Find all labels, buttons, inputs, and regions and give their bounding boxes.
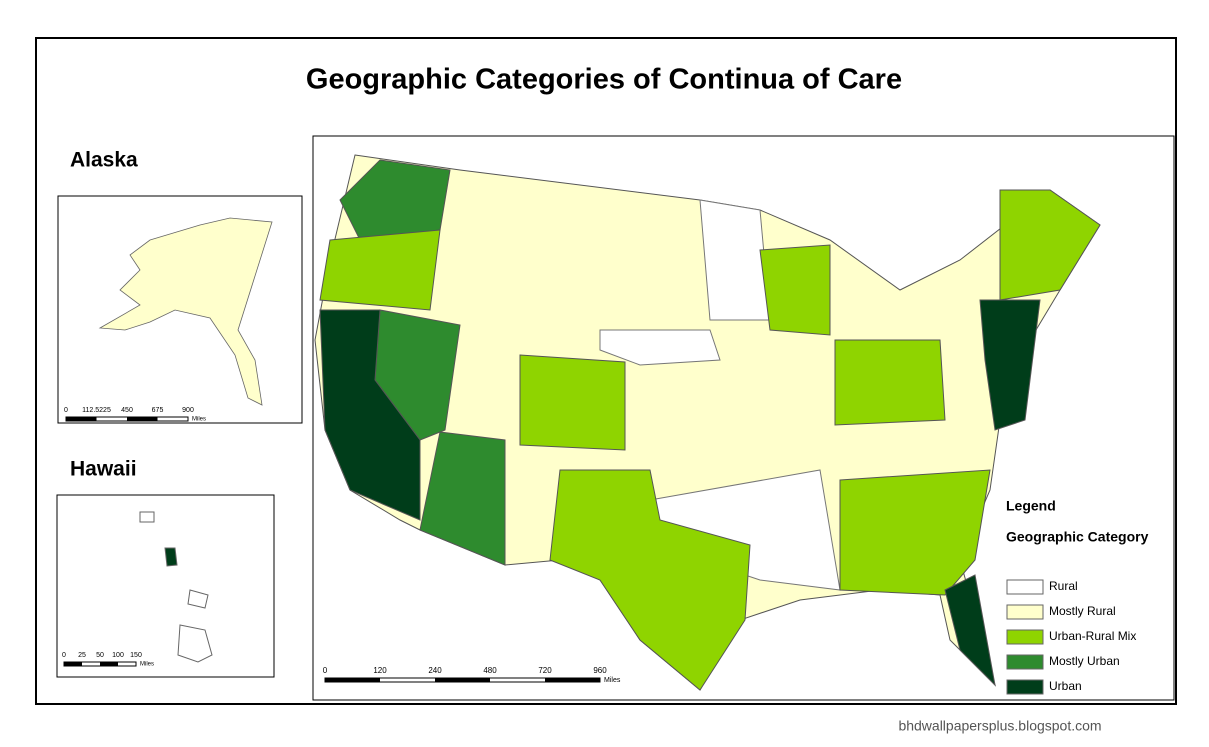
watermark: bhdwallpapersplus.blogspot.com (898, 718, 1101, 734)
map-title: Geographic Categories of Continua of Car… (306, 64, 902, 96)
scale-label: 25 (78, 652, 86, 659)
scale-label: 0 (323, 666, 328, 675)
scale-label: 900 (182, 407, 194, 414)
hawaii-island (177, 624, 213, 663)
scale-segment (127, 417, 158, 421)
california (319, 309, 421, 521)
scale-label: 960 (593, 666, 607, 675)
legend-label: Urban (1049, 679, 1082, 693)
scale-unit: Miles (604, 677, 621, 684)
colorado (519, 354, 626, 451)
southeast (839, 469, 991, 596)
legend-title: Legend (1006, 498, 1056, 514)
scale-label: 675 (152, 407, 164, 414)
scale-label: 112.5225 (82, 407, 111, 414)
legend-label: Mostly Urban (1049, 654, 1120, 668)
florida (944, 574, 996, 687)
legend-swatch (1006, 579, 1044, 595)
scale-segment (64, 662, 82, 666)
scale-unit: Miles (140, 662, 154, 668)
scale-label: 0 (62, 652, 66, 659)
rural-region (699, 199, 771, 321)
legend-swatch (1006, 604, 1044, 620)
ohio-valley (834, 339, 946, 426)
oregon (319, 229, 441, 311)
scale-segment (435, 678, 490, 682)
hawaii-label: Hawaii (70, 458, 137, 481)
legend-swatch (1006, 629, 1044, 645)
scale-segment (66, 417, 97, 421)
rural-region (599, 329, 721, 366)
wisconsin (759, 244, 831, 336)
new-england (999, 189, 1101, 301)
scale-segment (325, 678, 380, 682)
scale-label: 150 (130, 652, 142, 659)
texas (549, 469, 751, 691)
maui (187, 589, 209, 609)
arizona (419, 431, 506, 566)
legend-label: Mostly Rural (1049, 604, 1116, 618)
scale-label: 450 (121, 407, 133, 414)
scale-label: 480 (483, 666, 497, 675)
scale-label: 120 (373, 666, 387, 675)
legend-swatch (1006, 654, 1044, 670)
legend-label: Rural (1049, 579, 1078, 593)
scale-label: 240 (428, 666, 442, 675)
hawaii-frame (56, 494, 275, 678)
scale-segment (100, 662, 118, 666)
scale-unit: Miles (192, 417, 206, 423)
alaska-shape (98, 217, 273, 406)
alaska-label: Alaska (70, 149, 138, 172)
scale-segment (545, 678, 600, 682)
legend-subtitle: Geographic Category (1006, 529, 1149, 545)
scale-label: 50 (96, 652, 104, 659)
scale-label: 0 (64, 407, 68, 414)
legend-swatch (1006, 679, 1044, 695)
scale-label: 100 (112, 652, 124, 659)
legend-label: Urban-Rural Mix (1049, 629, 1136, 643)
kauai (139, 511, 155, 523)
northeast-corridor (979, 299, 1041, 431)
scale-label: 720 (538, 666, 552, 675)
oahu (164, 547, 178, 567)
